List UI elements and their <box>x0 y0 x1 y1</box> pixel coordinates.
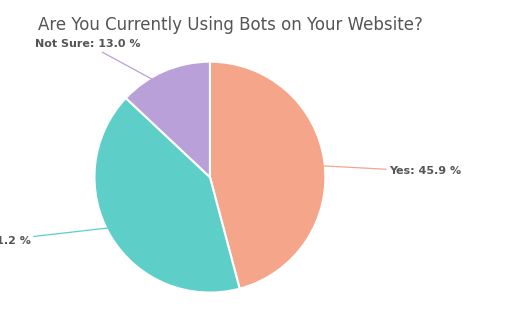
Text: Yes: 45.9 %: Yes: 45.9 % <box>304 165 461 176</box>
Wedge shape <box>95 98 240 293</box>
Wedge shape <box>210 62 325 289</box>
Text: No: 41.2 %: No: 41.2 % <box>0 226 129 246</box>
Text: Are You Currently Using Bots on Your Website?: Are You Currently Using Bots on Your Web… <box>38 16 423 34</box>
Text: Not Sure: 13.0 %: Not Sure: 13.0 % <box>35 39 173 90</box>
Wedge shape <box>126 62 210 177</box>
